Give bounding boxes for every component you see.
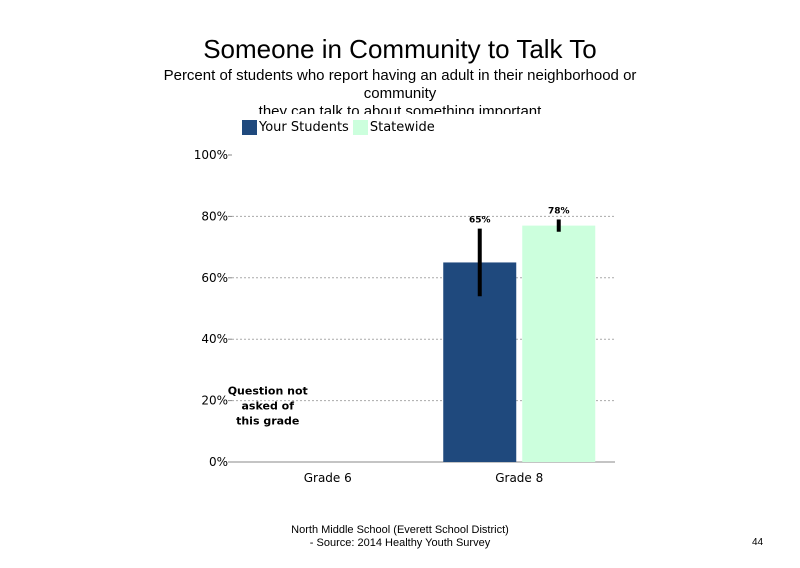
y-tick-label: 40% bbox=[201, 332, 228, 346]
footer-line-2: - Source: 2014 Healthy Youth Survey bbox=[309, 537, 491, 549]
footer-source: North Middle School (Everett School Dist… bbox=[200, 524, 600, 550]
legend-label-statewide: Statewide bbox=[369, 119, 435, 135]
y-tick-label: 100% bbox=[194, 148, 228, 162]
legend-item-statewide: Statewide bbox=[352, 119, 435, 135]
chart-title: Someone in Community to Talk To bbox=[203, 34, 597, 64]
not-asked-annotation: this grade bbox=[236, 415, 299, 428]
not-asked-annotation: Question not bbox=[228, 385, 308, 398]
subtitle-line-3: they can talk to about something importa… bbox=[258, 103, 542, 114]
not-asked-annotation: asked of bbox=[242, 400, 295, 413]
x-tick-label: Grade 6 bbox=[304, 471, 352, 485]
chart-legend: Your Students Statewide bbox=[242, 118, 439, 136]
data-label: 78% bbox=[548, 206, 570, 216]
subtitle-line-2: community bbox=[363, 85, 437, 102]
data-label: 65% bbox=[469, 216, 491, 226]
y-tick-label: 20% bbox=[201, 394, 228, 408]
footer-line-1: North Middle School (Everett School Dist… bbox=[291, 524, 509, 536]
y-tick-label: 0% bbox=[209, 455, 228, 469]
x-tick-label: Grade 8 bbox=[495, 471, 543, 485]
labels: Question not asked of this grade 65% 78% bbox=[228, 206, 570, 427]
legend-swatch-statewide bbox=[352, 119, 368, 135]
bars bbox=[443, 219, 596, 462]
page-number: 44 bbox=[752, 537, 764, 548]
legend-label-your-students: Your Students bbox=[259, 119, 349, 135]
chart-subtitle: Percent of students who report having an… bbox=[130, 67, 670, 114]
legend-item-your-students: Your Students bbox=[242, 119, 349, 135]
legend-swatch-your-students bbox=[242, 119, 257, 135]
bar-statewide-grade-8 bbox=[522, 225, 596, 462]
y-tick-label: 80% bbox=[201, 209, 228, 223]
y-tick-label: 60% bbox=[201, 271, 228, 285]
subtitle-line-1: Percent of students who report having an… bbox=[163, 67, 637, 84]
